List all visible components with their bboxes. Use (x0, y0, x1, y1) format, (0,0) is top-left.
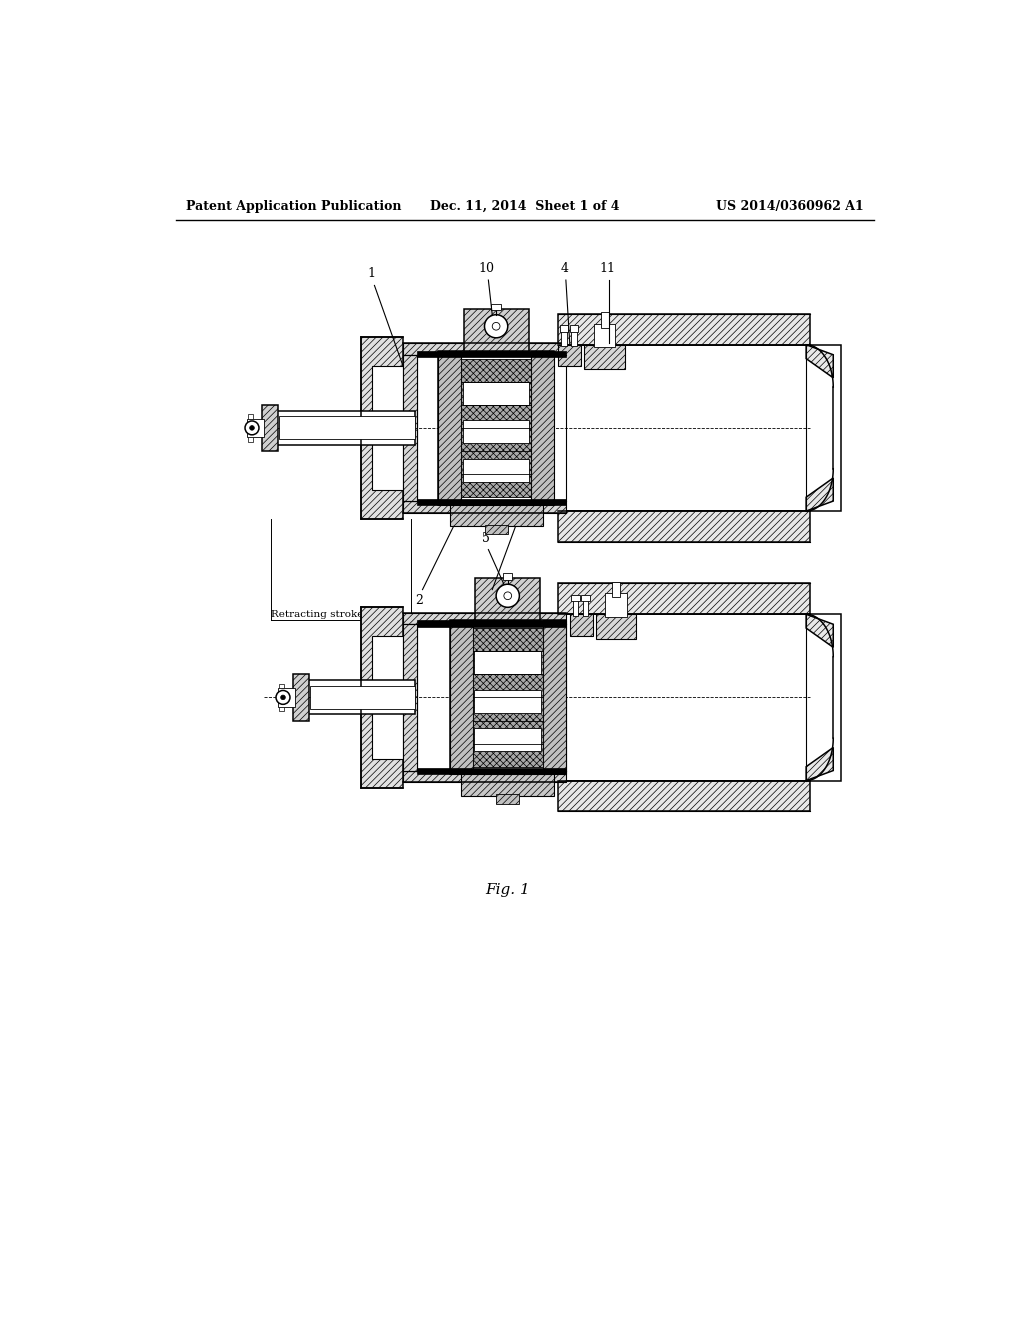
Bar (582, 595, 590, 601)
Polygon shape (806, 747, 834, 780)
Bar (310, 686, 415, 709)
Polygon shape (806, 345, 834, 378)
Bar (372, 636, 403, 759)
Bar (463, 381, 529, 405)
Bar (484, 525, 508, 535)
Bar (417, 620, 566, 627)
Bar (247, 418, 263, 437)
Bar (280, 706, 284, 711)
Bar (558, 345, 841, 511)
Circle shape (250, 425, 254, 430)
Bar (372, 366, 403, 490)
Bar (360, 607, 403, 788)
Text: Patent Application Publication: Patent Application Publication (186, 199, 401, 213)
Bar (417, 351, 566, 358)
Circle shape (281, 696, 286, 700)
Bar (293, 675, 308, 721)
Bar (417, 499, 566, 506)
Bar (403, 771, 566, 781)
Bar (605, 594, 627, 616)
Bar (461, 359, 531, 498)
Bar (417, 624, 566, 771)
Bar (248, 437, 253, 442)
Bar (403, 624, 417, 771)
Bar (463, 459, 529, 482)
Text: 1: 1 (368, 267, 376, 280)
Bar (475, 578, 541, 620)
Bar (558, 511, 810, 543)
Bar (474, 689, 541, 713)
Text: Dec. 11, 2014  Sheet 1 of 4: Dec. 11, 2014 Sheet 1 of 4 (430, 199, 620, 213)
Text: 5: 5 (482, 532, 490, 545)
Bar (558, 583, 810, 614)
Bar (450, 506, 543, 527)
Bar (403, 355, 417, 502)
Circle shape (245, 421, 259, 434)
Bar (463, 420, 529, 444)
Bar (262, 405, 278, 451)
Bar (531, 351, 554, 506)
Bar (403, 612, 566, 624)
Text: Retracting stroke mm: Retracting stroke mm (271, 610, 386, 619)
Circle shape (504, 591, 512, 599)
Bar (278, 688, 295, 706)
Bar (560, 326, 568, 331)
Bar (417, 768, 566, 775)
Bar (403, 502, 566, 512)
Bar (360, 337, 403, 519)
Text: US 2014/0360962 A1: US 2014/0360962 A1 (717, 199, 864, 213)
Bar (438, 351, 554, 506)
Bar (403, 343, 566, 355)
Bar (492, 304, 501, 310)
Bar (569, 614, 593, 636)
Bar (474, 651, 541, 675)
Bar (612, 582, 621, 598)
Bar (248, 414, 253, 418)
Bar (558, 614, 841, 780)
Bar (558, 345, 582, 367)
Bar (569, 326, 579, 331)
Bar (496, 795, 519, 804)
Bar (263, 411, 415, 445)
Bar (464, 309, 528, 351)
Polygon shape (806, 614, 834, 647)
Bar (558, 314, 810, 345)
Circle shape (484, 314, 508, 338)
Bar (417, 355, 566, 502)
Polygon shape (806, 478, 834, 511)
Text: 2: 2 (416, 594, 423, 607)
Circle shape (493, 322, 500, 330)
Text: 10: 10 (479, 263, 495, 276)
Circle shape (496, 585, 519, 607)
Bar (583, 597, 589, 615)
Bar (280, 416, 415, 440)
Bar (571, 595, 580, 601)
Text: 3: 3 (485, 594, 494, 607)
Bar (594, 323, 615, 347)
Bar (503, 573, 512, 579)
Bar (543, 620, 566, 775)
Bar (596, 614, 636, 639)
Bar (561, 327, 566, 346)
Bar (473, 628, 543, 767)
Bar (450, 620, 566, 775)
Bar (438, 351, 461, 506)
Bar (571, 327, 577, 346)
Bar (474, 729, 541, 751)
Bar (572, 597, 579, 615)
Text: 11: 11 (599, 263, 615, 276)
Bar (601, 313, 608, 327)
Bar (585, 345, 625, 370)
Text: 4: 4 (560, 263, 568, 276)
Bar (461, 775, 554, 796)
Bar (558, 780, 810, 812)
Bar (280, 684, 284, 688)
Circle shape (276, 690, 290, 705)
Text: Fig. 1: Fig. 1 (485, 883, 530, 896)
Bar (450, 620, 473, 775)
Bar (295, 681, 415, 714)
